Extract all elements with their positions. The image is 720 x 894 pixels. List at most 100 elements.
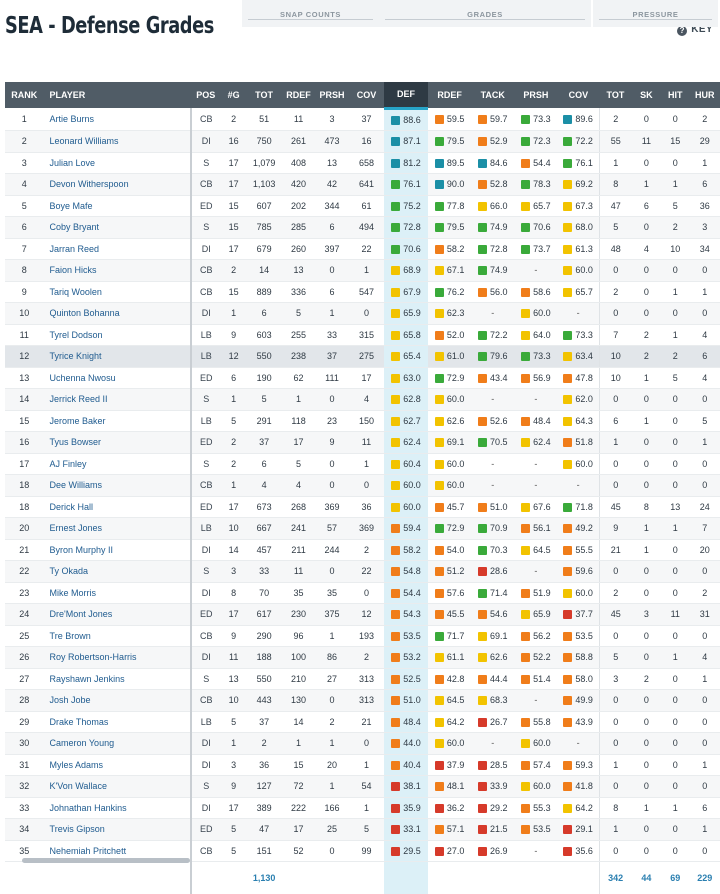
cell-player[interactable]: Cameron Young (44, 733, 191, 755)
cell-grade-prsh: 60.0 (514, 733, 558, 755)
column-header-grade-cov[interactable]: COV (558, 82, 600, 108)
cell-snaps-rdef: 211 (282, 539, 315, 561)
cell-player[interactable]: Myles Adams (44, 754, 191, 776)
cell-player[interactable]: Jerome Baker (44, 410, 191, 432)
cell-pressure-hit: 1 (661, 518, 689, 540)
cell-player[interactable]: Dre'Mont Jones (44, 604, 191, 626)
cell-grade-prsh: 58.6 (514, 281, 558, 303)
cell-player[interactable]: Byron Murphy II (44, 539, 191, 561)
cell-player[interactable]: Tariq Woolen (44, 281, 191, 303)
cell-grade-cov: 29.1 (558, 819, 600, 841)
cell-player[interactable]: Johnathan Hankins (44, 797, 191, 819)
cell-player[interactable]: Ernest Jones (44, 518, 191, 540)
cell-pressure-tot: 5 (599, 217, 631, 239)
column-header-grade-rdef[interactable]: RDEF (428, 82, 472, 108)
cell-games: 11 (221, 647, 246, 669)
cell-grade-cov: 60.0 (558, 453, 600, 475)
column-header-pressure-hur[interactable]: HUR (689, 82, 720, 108)
cell-player[interactable]: Tyrel Dodson (44, 324, 191, 346)
cell-grade-tack: 62.6 (471, 647, 514, 669)
column-header-pressure-sk[interactable]: SK (632, 82, 661, 108)
cell-player[interactable]: Trevis Gipson (44, 819, 191, 841)
column-header-snaps-tot[interactable]: TOT (246, 82, 281, 108)
column-header-snaps-rdef[interactable]: RDEF (282, 82, 315, 108)
cell-player[interactable]: Derick Hall (44, 496, 191, 518)
grade-color-indicator (435, 202, 444, 211)
column-header-grade-tack[interactable]: TACK (471, 82, 514, 108)
cell-player[interactable]: AJ Finley (44, 453, 191, 475)
cell-player[interactable]: Jerrick Reed II (44, 389, 191, 411)
cell-player[interactable]: Leonard Williams (44, 131, 191, 153)
column-header-snaps-prsh[interactable]: PRSH (315, 82, 348, 108)
grade-badge: 68.9 (391, 265, 421, 275)
column-header-snaps-cov[interactable]: COV (349, 82, 384, 108)
column-header-grade-prsh[interactable]: PRSH (514, 82, 558, 108)
cell-player[interactable]: Faion Hicks (44, 260, 191, 282)
cell-rank: 12 (5, 346, 44, 368)
column-header-rank[interactable]: RANK (5, 82, 44, 108)
cell-player[interactable]: Tre Brown (44, 625, 191, 647)
cell-player[interactable]: Devon Witherspoon (44, 174, 191, 196)
cell-player[interactable]: Jarran Reed (44, 238, 191, 260)
cell-player[interactable]: Drake Thomas (44, 711, 191, 733)
cell-player[interactable]: Artie Burns (44, 108, 191, 131)
cell-player[interactable]: Quinton Bohanna (44, 303, 191, 325)
cell-player[interactable]: Dee Williams (44, 475, 191, 497)
column-header-pressure-hit[interactable]: HIT (661, 82, 689, 108)
cell-player[interactable]: Rayshawn Jenkins (44, 668, 191, 690)
column-header-player[interactable]: PLAYER (44, 82, 191, 108)
cell-player[interactable]: Josh Jobe (44, 690, 191, 712)
cell-player[interactable]: Boye Mafe (44, 195, 191, 217)
cell-player[interactable]: Ty Okada (44, 561, 191, 583)
cell-player[interactable]: Coby Bryant (44, 217, 191, 239)
cell-player[interactable]: Uchenna Nwosu (44, 367, 191, 389)
cell-player[interactable]: Tyus Bowser (44, 432, 191, 454)
cell-player[interactable]: Mike Morris (44, 582, 191, 604)
cell-player[interactable]: K'Von Wallace (44, 776, 191, 798)
horizontal-scrollbar[interactable] (22, 858, 190, 863)
column-header-pos[interactable]: POS (191, 82, 221, 108)
column-header-pressure-tot[interactable]: TOT (599, 82, 631, 108)
cell-player[interactable]: Roy Robertson-Harris (44, 647, 191, 669)
cell-player[interactable]: Julian Love (44, 152, 191, 174)
column-header-grade-def[interactable]: DEF (384, 82, 428, 108)
column-header-games[interactable]: #G (221, 82, 246, 108)
cell-player[interactable]: Tyrice Knight (44, 346, 191, 368)
grade-badge: 62.4 (391, 437, 421, 447)
cell-grade-rdef: 60.0 (428, 475, 472, 497)
